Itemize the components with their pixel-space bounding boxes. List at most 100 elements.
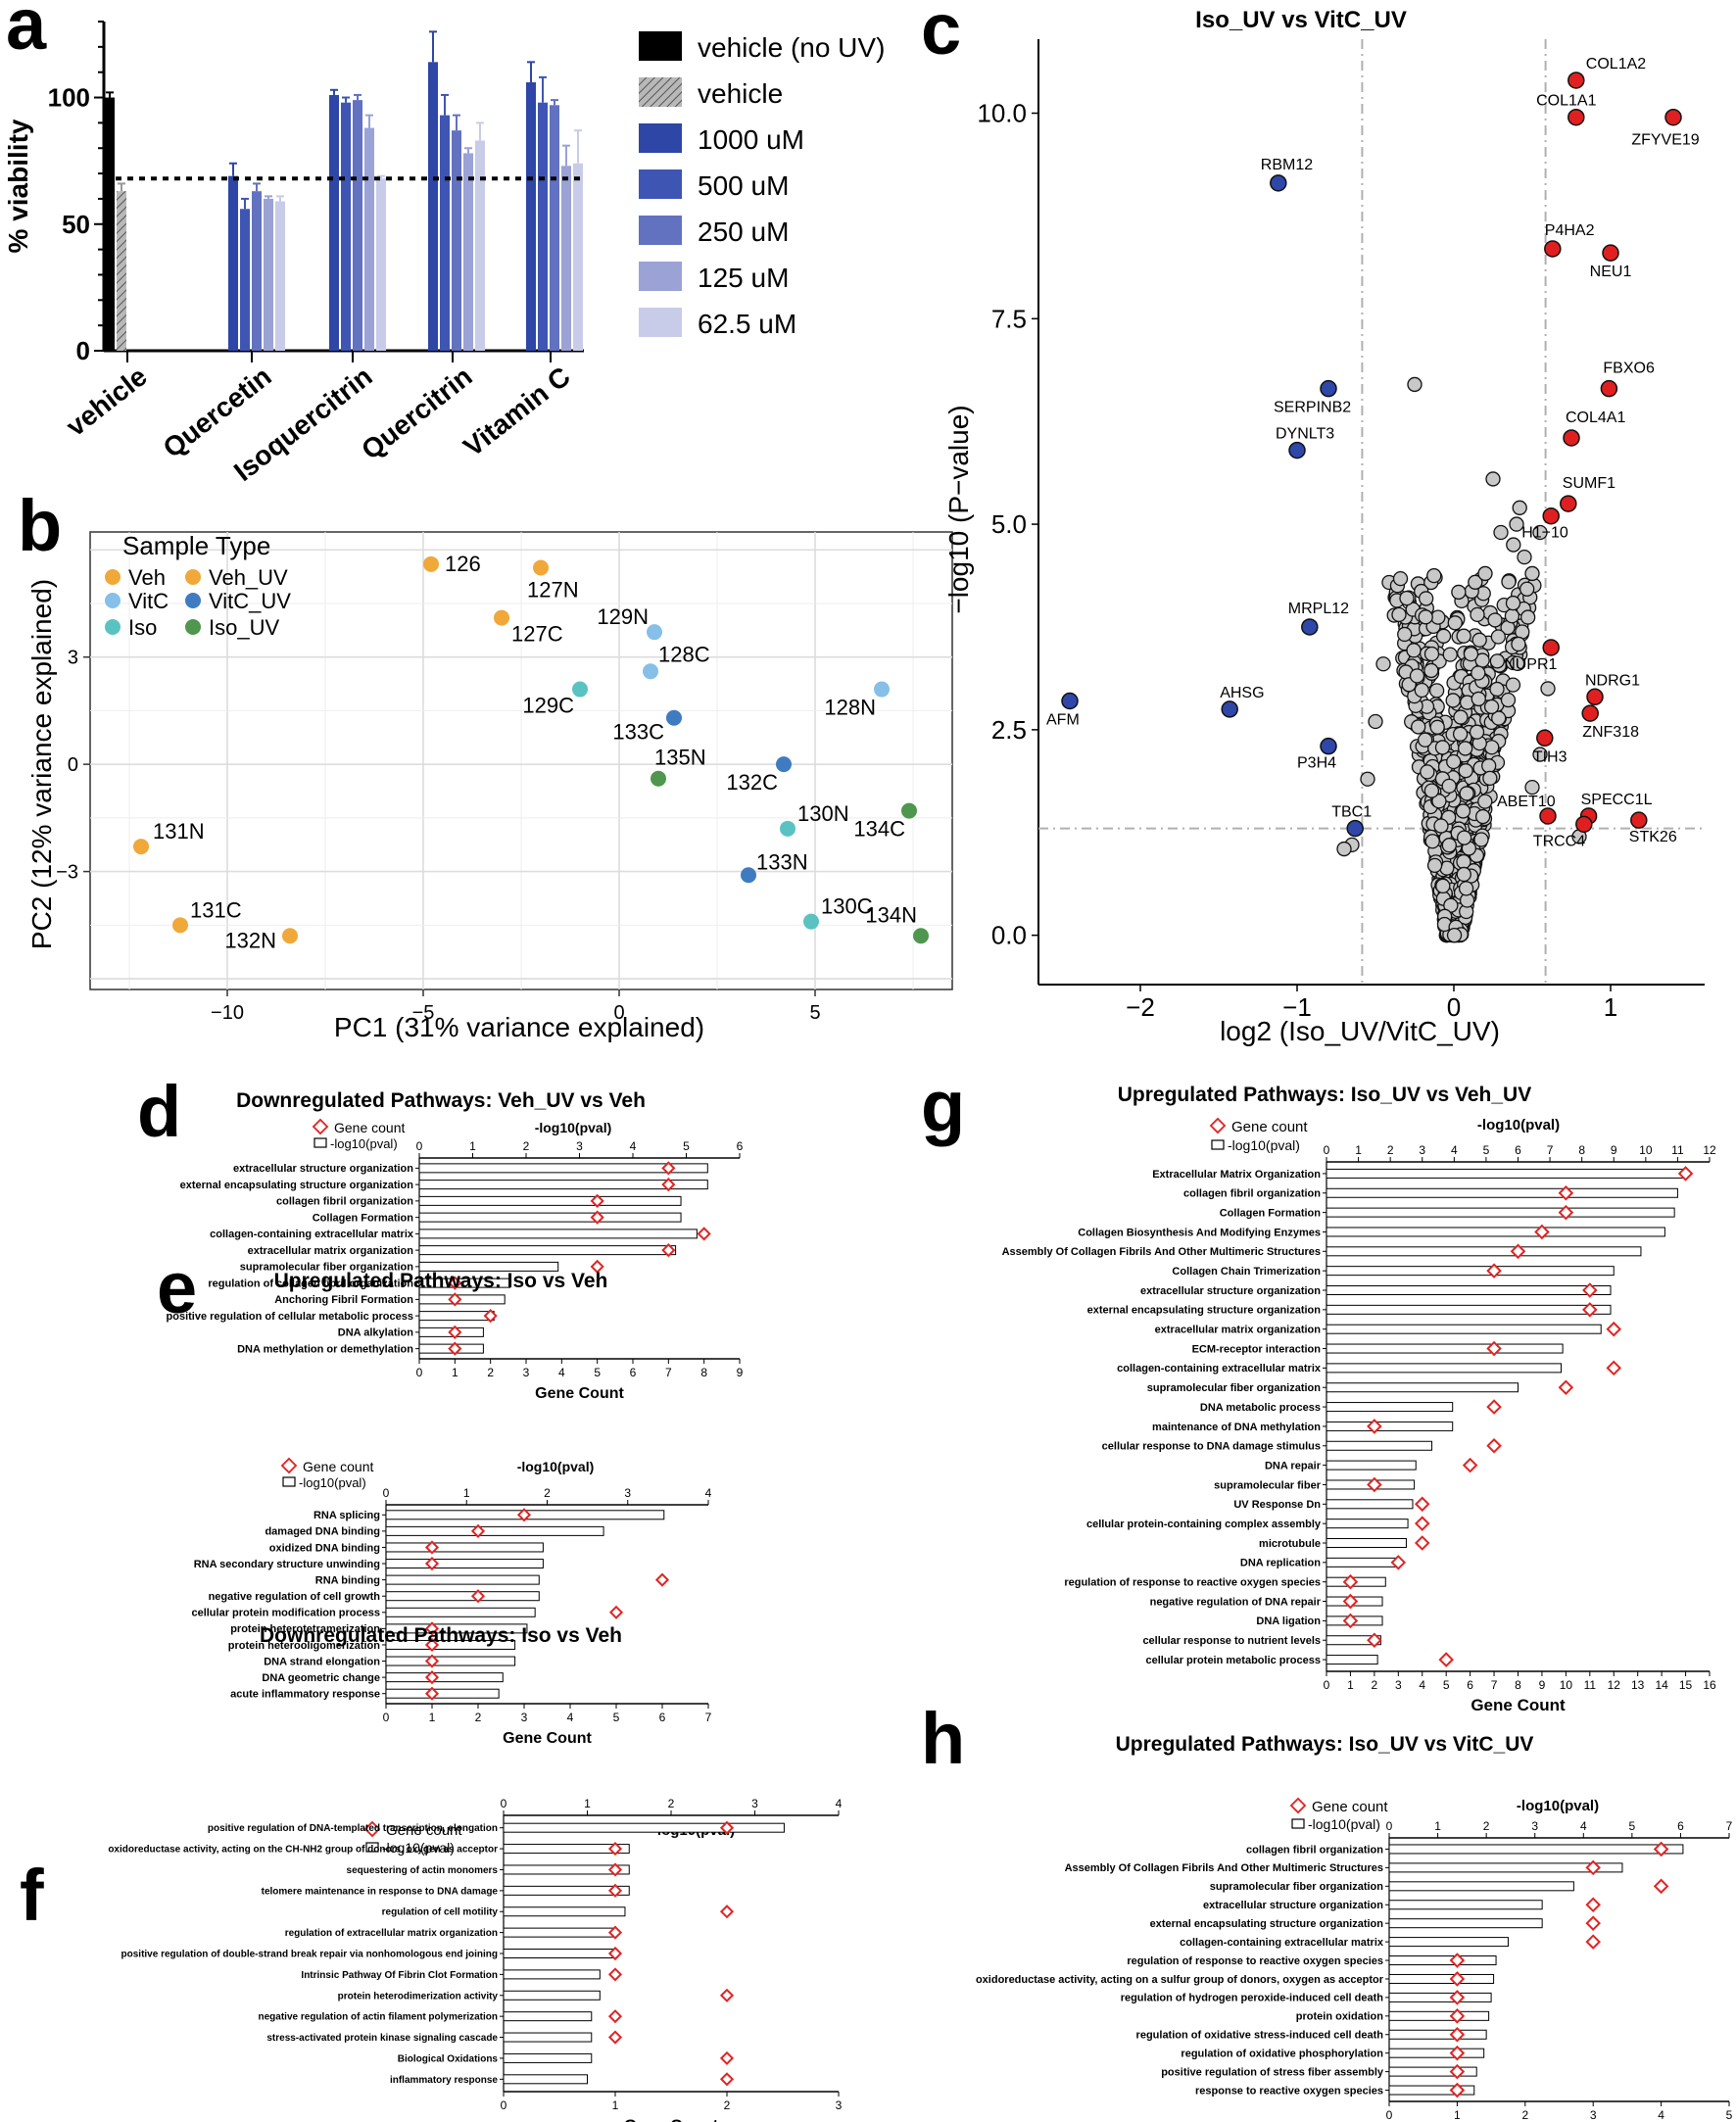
b-point-label: 130N — [797, 801, 849, 826]
d-gene-count-marker — [590, 1210, 604, 1225]
d-top-tick-label: 3 — [576, 1139, 583, 1153]
d-category-label: collagen-containing extracellular matrix — [210, 1229, 414, 1240]
e-category-label: damaged DNA binding — [265, 1526, 380, 1538]
f-top-tick-label: 3 — [751, 1797, 758, 1810]
h-bottom-tick-label: 2 — [1521, 2108, 1528, 2122]
c-point-label: STK26 — [1629, 829, 1677, 845]
h-category-label: regulation of oxidative stress-induced c… — [1136, 2030, 1384, 2042]
g-category-label: cellular protein-containing complex asse… — [1086, 1519, 1322, 1530]
g-bottom-tick-label: 10 — [1560, 1678, 1573, 1692]
h-gene-count-marker — [1449, 1953, 1466, 1968]
c-point-NUPR1 — [1542, 639, 1560, 656]
a-legend-swatch — [639, 169, 682, 199]
c-point-ns — [1418, 732, 1433, 748]
a-bar-isoquercitrin-3 — [364, 127, 374, 351]
h-bottom-tick-label: 3 — [1590, 2108, 1597, 2122]
g-legend-gene-count: Gene count — [1231, 1119, 1308, 1135]
b-point-label: 132C — [726, 770, 778, 795]
g-category-label: regulation of response to reactive oxyge… — [1064, 1577, 1321, 1589]
d-bottom-tick-label: 7 — [665, 1366, 672, 1379]
g-category-label: Collagen Formation — [1220, 1207, 1322, 1219]
g-top-tick-label: 10 — [1639, 1143, 1653, 1157]
c-point-ns — [1456, 866, 1471, 883]
e-gene-count-marker — [654, 1572, 670, 1587]
e-top-axis-label: -log10(pval) — [517, 1459, 595, 1474]
e-x-axis-label: Gene Count — [503, 1730, 592, 1747]
d-category-label: Anchoring Fibril Formation — [274, 1294, 413, 1306]
a-legend-swatch — [639, 262, 682, 291]
d-bottom-tick-label: 4 — [558, 1366, 565, 1379]
d-bottom-tick-label: 9 — [737, 1366, 744, 1379]
a-legend-swatch — [639, 308, 682, 337]
c-point-ns — [1504, 608, 1520, 624]
h-pval-bar — [1388, 1955, 1497, 1966]
c-point-ns — [1459, 786, 1474, 801]
d-gene-count-marker — [590, 1259, 604, 1274]
g-top-tick-label: 4 — [1451, 1143, 1458, 1157]
e-gene-count-marker — [470, 1523, 486, 1538]
g-gene-count-marker — [1342, 1613, 1359, 1629]
b-point-128N — [874, 681, 890, 698]
g-gene-count-marker — [1414, 1496, 1430, 1513]
e-gene-count-marker — [516, 1508, 532, 1522]
e-category-label: acute inflammatory response — [230, 1689, 380, 1701]
c-point-label: P4HA2 — [1545, 222, 1595, 239]
a-bar-isoquercitrin-1 — [341, 102, 351, 351]
c-point-ns — [1519, 609, 1536, 625]
c-x-axis-label: log2 (Iso_UV/VitC_UV) — [1220, 1016, 1500, 1046]
d-top-tick-label: 4 — [630, 1139, 637, 1153]
c-point-ns — [1368, 713, 1383, 730]
h-pval-bar — [1388, 1881, 1574, 1892]
c-point-label: NUPR1 — [1504, 656, 1557, 673]
c-point-ns — [1482, 770, 1498, 787]
c-point-label: MRPL12 — [1288, 601, 1349, 617]
d-pval-bar — [418, 1245, 677, 1256]
d-top-tick-label: 0 — [416, 1139, 423, 1153]
g-pval-bar — [1326, 1285, 1612, 1295]
d-bottom-tick-label: 6 — [630, 1366, 637, 1379]
d-pval-bar — [418, 1195, 682, 1206]
a-bar-quercetin-2 — [252, 191, 262, 351]
g-bottom-tick-label: 15 — [1679, 1678, 1693, 1692]
h-pval-bar — [1388, 2010, 1490, 2021]
c-point-ns — [1517, 550, 1532, 565]
h-legend-gene-count: Gene count — [1312, 1799, 1388, 1815]
c-point-ns — [1511, 636, 1526, 652]
h-bottom-tick-label: 4 — [1658, 2108, 1664, 2122]
c-y-tick-label: 5.0 — [991, 509, 1027, 539]
e-gene-count-marker — [424, 1540, 440, 1555]
g-gene-count-marker — [1414, 1535, 1430, 1551]
h-legend-diamond — [1289, 1797, 1307, 1814]
b-legend-label: Veh_UV — [209, 565, 288, 590]
panel-letter-e: e — [157, 1247, 197, 1328]
c-point-ns — [1420, 764, 1435, 780]
e-category-label: cellular protein modification process — [191, 1608, 380, 1619]
b-point-label: 133C — [612, 720, 664, 745]
g-gene-count-marker — [1558, 1379, 1574, 1396]
d-top-tick-label: 5 — [683, 1139, 690, 1153]
d-gene-count-marker — [448, 1292, 462, 1307]
g-top-tick-label: 5 — [1483, 1143, 1490, 1157]
g-bottom-tick-label: 13 — [1631, 1678, 1645, 1692]
f-category-label: sequestering of actin monomers — [347, 1865, 499, 1876]
a-legend-swatch — [639, 77, 682, 107]
g-category-label: extracellular structure organization — [1140, 1285, 1321, 1297]
c-point-ns — [1426, 857, 1443, 874]
c-point-label: SPECC1L — [1581, 792, 1653, 808]
c-point-MRPL12 — [1301, 618, 1319, 636]
f-legend-gene-count: Gene count — [386, 1822, 462, 1839]
f-top-tick-label: 4 — [836, 1797, 843, 1810]
h-gene-count-marker — [1585, 1859, 1601, 1876]
g-pval-bar — [1326, 1266, 1615, 1277]
d-category-label: positive regulation of cellular metaboli… — [167, 1311, 413, 1323]
g-gene-count-marker — [1462, 1457, 1478, 1473]
c-y-axis-label: −log10 (P−value) — [943, 405, 974, 613]
h-top-tick-label: 3 — [1531, 1819, 1538, 1833]
d-bottom-tick-label: 0 — [416, 1366, 423, 1379]
d-gene-count-marker — [448, 1325, 462, 1339]
h-gene-count-marker — [1449, 2008, 1466, 2024]
c-point-H1−10 — [1542, 506, 1560, 525]
c-point-ns — [1532, 524, 1548, 541]
c-point-ns — [1451, 584, 1467, 601]
g-gene-count-marker — [1558, 1184, 1574, 1201]
